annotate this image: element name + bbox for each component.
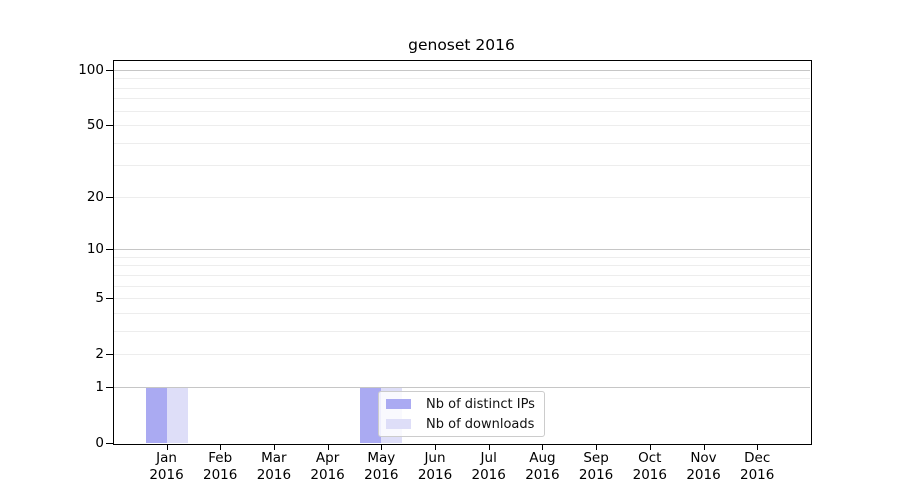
x-tick-mark xyxy=(757,444,759,450)
x-tick-mark xyxy=(649,444,651,450)
x-tick-mark xyxy=(220,444,222,450)
major-gridline xyxy=(113,70,810,71)
minor-gridline xyxy=(113,87,810,89)
x-tick-mark xyxy=(703,444,705,450)
y-tick-mark xyxy=(106,354,113,356)
legend-label-distinct-ips: Nb of distinct IPs xyxy=(426,396,535,412)
x-tick-mark xyxy=(166,444,168,450)
y-tick-mark xyxy=(106,125,113,127)
minor-gridline xyxy=(113,165,810,167)
y-tick-label: 100 xyxy=(78,62,104,78)
bar-nb-of-downloads-jan-2016 xyxy=(166,386,188,443)
legend-item-distinct-ips: Nb of distinct IPs xyxy=(386,397,536,412)
legend-swatch-downloads xyxy=(386,419,411,429)
y-tick-mark xyxy=(106,443,113,444)
y-tick-mark xyxy=(106,386,113,388)
y-tick-label: 5 xyxy=(95,290,104,307)
minor-gridline xyxy=(113,98,810,100)
legend: Nb of distinct IPs Nb of downloads xyxy=(378,391,545,437)
x-tick-label: Feb 2016 xyxy=(203,450,238,483)
legend-item-downloads: Nb of downloads xyxy=(386,417,536,432)
y-tick-label: 50 xyxy=(86,117,104,134)
x-tick-label: May 2016 xyxy=(364,450,399,483)
x-tick-mark xyxy=(488,444,490,450)
minor-gridline xyxy=(113,110,810,112)
y-tick-mark xyxy=(106,298,113,300)
x-tick-label: Aug 2016 xyxy=(525,450,560,483)
major-gridline xyxy=(113,386,810,388)
minor-gridline xyxy=(113,142,810,144)
bar-nb-of-distinct-ips-may-2016 xyxy=(360,386,382,443)
x-tick-mark xyxy=(381,444,383,450)
x-tick-label: Jun 2016 xyxy=(417,450,453,483)
y-tick-label: 0 xyxy=(95,435,104,451)
minor-gridline xyxy=(113,256,810,258)
minor-gridline xyxy=(113,298,810,300)
minor-gridline xyxy=(113,265,810,267)
y-tick-label: 10 xyxy=(86,241,104,258)
y-tick-label: 1 xyxy=(95,378,104,395)
y-tick-label: 2 xyxy=(95,346,104,363)
x-tick-mark xyxy=(435,444,436,450)
minor-gridline xyxy=(113,285,810,287)
x-tick-mark xyxy=(327,444,329,450)
x-tick-label: Mar 2016 xyxy=(256,450,292,483)
major-gridline xyxy=(113,249,810,251)
x-tick-mark xyxy=(273,444,275,450)
y-tick-mark xyxy=(106,70,113,71)
y-tick-mark xyxy=(106,249,113,251)
x-tick-label: Apr 2016 xyxy=(310,450,345,483)
x-tick-label: Nov 2016 xyxy=(686,450,721,483)
x-tick-label: Jan 2016 xyxy=(149,450,184,483)
x-tick-label: Oct 2016 xyxy=(632,450,667,483)
minor-gridline xyxy=(113,196,810,198)
y-tick-mark xyxy=(106,196,113,198)
minor-gridline xyxy=(113,330,810,332)
x-tick-label: Jul 2016 xyxy=(471,450,506,483)
minor-gridline xyxy=(113,354,810,356)
minor-gridline xyxy=(113,125,810,127)
minor-gridline xyxy=(113,274,810,276)
x-tick-label: Sep 2016 xyxy=(578,450,614,483)
x-tick-mark xyxy=(542,444,544,450)
y-tick-label: 20 xyxy=(86,188,104,205)
legend-label-downloads: Nb of downloads xyxy=(426,416,535,432)
bar-nb-of-distinct-ips-jan-2016 xyxy=(145,386,167,443)
minor-gridline xyxy=(113,78,810,80)
x-tick-label: Dec 2016 xyxy=(740,450,775,483)
x-tick-mark xyxy=(596,444,598,450)
minor-gridline xyxy=(113,312,810,314)
chart-title: genoset 2016 xyxy=(408,36,515,54)
legend-swatch-distinct-ips xyxy=(386,399,411,409)
